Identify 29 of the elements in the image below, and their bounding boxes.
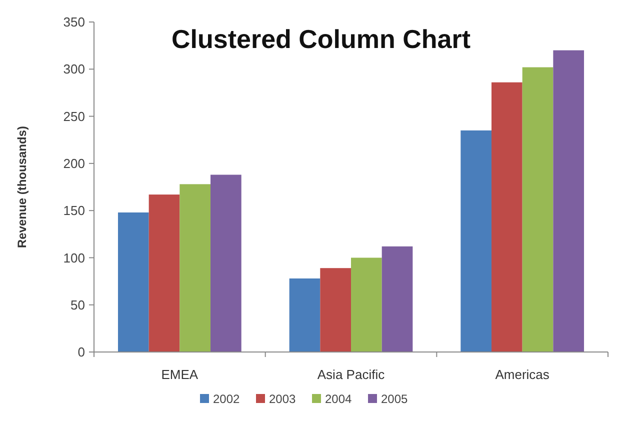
bar [491, 82, 522, 352]
bar [522, 67, 554, 352]
x-tick-label: Asia Pacific [317, 367, 386, 382]
y-tick-label: 300 [63, 62, 85, 77]
bar [460, 130, 492, 352]
bar [210, 174, 242, 352]
legend-label: 2003 [269, 392, 296, 406]
legend-label: 2004 [325, 392, 352, 406]
bar [320, 268, 351, 352]
bar [180, 184, 211, 352]
y-tick-label: 150 [63, 203, 85, 218]
y-tick-label: 100 [63, 250, 85, 266]
y-tick-label: 200 [63, 156, 85, 171]
y-axis-title: Revenue (thousands) [15, 126, 29, 248]
y-tick-label: 350 [63, 14, 85, 30]
legend-label: 2005 [381, 392, 408, 406]
bar [553, 50, 584, 352]
y-tick-label: 50 [70, 297, 85, 312]
bar [351, 258, 382, 352]
chart-title: Clustered Column Chart [171, 24, 471, 54]
bar [289, 278, 320, 352]
legend-label: 2002 [213, 392, 240, 406]
x-tick-label: EMEA [161, 367, 198, 382]
x-tick-label: Americas [495, 367, 550, 382]
bar [118, 212, 149, 352]
y-tick-label: 250 [63, 108, 85, 124]
bar [148, 194, 180, 352]
y-tick-label: 0 [78, 344, 85, 360]
bar [382, 246, 413, 352]
